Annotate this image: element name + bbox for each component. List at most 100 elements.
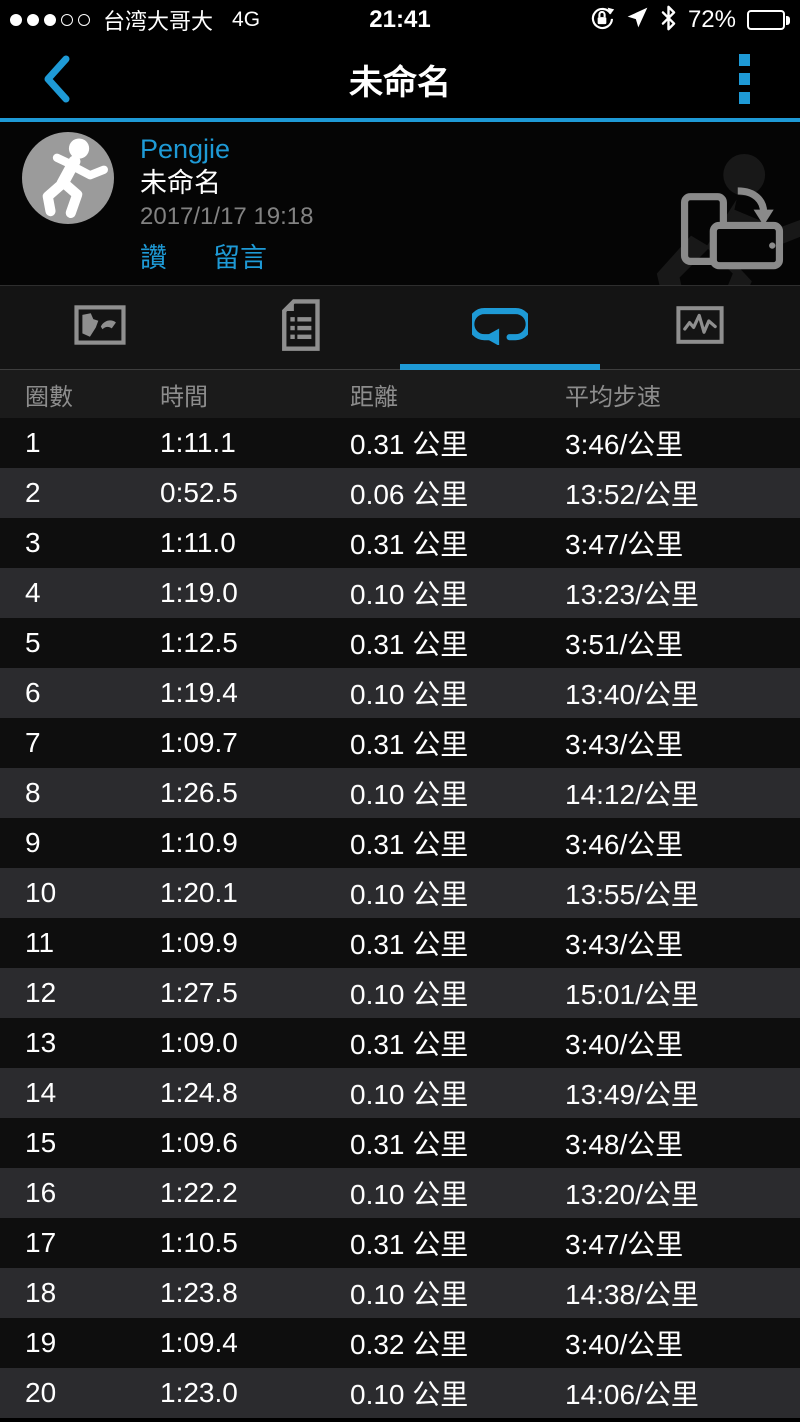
tab-map[interactable] <box>0 286 200 369</box>
lap-number: 6 <box>25 677 41 708</box>
chart-icon <box>676 305 724 350</box>
overflow-menu-button[interactable] <box>739 54 750 104</box>
lap-number: 16 <box>25 1177 57 1208</box>
lap-number: 7 <box>25 727 41 758</box>
lap-time: 1:26.5 <box>160 777 238 808</box>
lap-distance: 0.10 公里 <box>350 779 469 810</box>
table-row[interactable]: 19 1:09.4 0.32 公里 3:40/公里 <box>0 1318 800 1368</box>
lap-time: 1:10.9 <box>160 827 238 858</box>
lap-distance: 0.31 公里 <box>350 729 469 760</box>
lap-distance: 0.31 公里 <box>350 629 469 660</box>
table-row[interactable]: 7 1:09.7 0.31 公里 3:43/公里 <box>0 718 800 768</box>
col-header-laps: 圈數 <box>25 383 73 411</box>
tab-charts[interactable] <box>600 286 800 369</box>
back-button[interactable] <box>42 54 72 104</box>
lap-number: 12 <box>25 977 57 1008</box>
lap-time: 1:23.8 <box>160 1277 238 1308</box>
tab-details[interactable] <box>200 286 400 369</box>
lap-pace: 13:23/公里 <box>565 579 699 610</box>
lap-distance: 0.10 公里 <box>350 879 469 910</box>
lap-time: 1:09.9 <box>160 927 238 958</box>
rotate-device-icon[interactable] <box>680 178 784 275</box>
lap-time: 1:11.1 <box>160 427 236 458</box>
lap-pace: 3:46/公里 <box>565 429 684 460</box>
orientation-lock-icon <box>589 5 615 36</box>
table-row[interactable]: 12 1:27.5 0.10 公里 15:01/公里 <box>0 968 800 1018</box>
table-row[interactable]: 20 1:23.0 0.10 公里 14:06/公里 <box>0 1368 800 1418</box>
lap-distance: 0.10 公里 <box>350 979 469 1010</box>
like-button[interactable]: 讚 <box>140 243 167 273</box>
lap-time: 0:52.5 <box>160 477 238 508</box>
avatar[interactable] <box>22 132 114 224</box>
lap-pace: 15:01/公里 <box>565 979 699 1010</box>
tab-laps[interactable] <box>400 286 600 369</box>
table-row[interactable]: 9 1:10.9 0.31 公里 3:46/公里 <box>0 818 800 868</box>
table-row[interactable]: 18 1:23.8 0.10 公里 14:38/公里 <box>0 1268 800 1318</box>
lap-distance: 0.32 公里 <box>350 1329 469 1360</box>
table-row[interactable]: 15 1:09.6 0.31 公里 3:48/公里 <box>0 1118 800 1168</box>
table-row[interactable]: 14 1:24.8 0.10 公里 13:49/公里 <box>0 1068 800 1118</box>
lap-distance: 0.31 公里 <box>350 829 469 860</box>
table-row[interactable]: 11 1:09.9 0.31 公里 3:43/公里 <box>0 918 800 968</box>
table-row[interactable]: 6 1:19.4 0.10 公里 13:40/公里 <box>0 668 800 718</box>
status-clock: 21:41 <box>369 6 431 33</box>
table-row[interactable]: 13 1:09.0 0.31 公里 3:40/公里 <box>0 1018 800 1068</box>
table-row[interactable]: 16 1:22.2 0.10 公里 13:20/公里 <box>0 1168 800 1218</box>
lap-number: 10 <box>25 877 57 908</box>
lap-number: 20 <box>25 1377 57 1408</box>
lap-pace: 13:55/公里 <box>565 879 699 910</box>
lap-time: 1:22.2 <box>160 1177 238 1208</box>
location-services-icon <box>626 6 649 34</box>
page-title: 未命名 <box>349 63 451 102</box>
comment-button[interactable]: 留言 <box>213 243 267 273</box>
lap-time: 1:23.0 <box>160 1377 238 1408</box>
battery-icon <box>747 10 790 30</box>
lap-pace: 14:06/公里 <box>565 1379 699 1410</box>
lap-distance: 0.31 公里 <box>350 1229 469 1260</box>
nav-bar: 未命名 <box>0 40 800 122</box>
laps-loop-icon <box>468 305 532 350</box>
lap-pace: 14:12/公里 <box>565 779 699 810</box>
signal-strength-dots <box>10 14 90 26</box>
lap-distance: 0.10 公里 <box>350 1379 469 1410</box>
lap-distance: 0.10 公里 <box>350 1179 469 1210</box>
user-name-link[interactable]: Pengjie <box>140 134 231 164</box>
battery-percent-label: 72% <box>687 6 736 33</box>
lap-distance: 0.31 公里 <box>350 929 469 960</box>
table-row[interactable]: 3 1:11.0 0.31 公里 3:47/公里 <box>0 518 800 568</box>
lap-distance: 0.31 公里 <box>350 529 469 560</box>
table-row[interactable]: 8 1:26.5 0.10 公里 14:12/公里 <box>0 768 800 818</box>
lap-pace: 14:38/公里 <box>565 1279 699 1310</box>
lap-time: 1:09.4 <box>160 1327 238 1358</box>
table-row[interactable]: 2 0:52.5 0.06 公里 13:52/公里 <box>0 468 800 518</box>
table-header-row: 圈數 時間 距離 平均步速 <box>0 370 800 418</box>
lap-time: 1:09.6 <box>160 1127 238 1158</box>
table-row[interactable]: 17 1:10.5 0.31 公里 3:47/公里 <box>0 1218 800 1268</box>
lap-pace: 3:40/公里 <box>565 1029 684 1060</box>
lap-number: 11 <box>25 927 55 958</box>
lap-time: 1:11.0 <box>160 527 236 558</box>
lap-distance: 0.31 公里 <box>350 1129 469 1160</box>
map-icon <box>74 304 126 351</box>
lap-number: 13 <box>25 1027 57 1058</box>
lap-number: 14 <box>25 1077 57 1108</box>
lap-number: 18 <box>25 1277 57 1308</box>
lap-number: 1 <box>25 427 41 458</box>
lap-pace: 3:48/公里 <box>565 1129 684 1160</box>
lap-time: 1:19.4 <box>160 677 238 708</box>
col-header-distance: 距離 <box>350 383 398 411</box>
lap-pace: 3:47/公里 <box>565 1229 684 1260</box>
lap-number: 3 <box>25 527 41 558</box>
lap-time: 1:24.8 <box>160 1077 238 1108</box>
table-row[interactable]: 10 1:20.1 0.10 公里 13:55/公里 <box>0 868 800 918</box>
lap-number: 9 <box>25 827 41 858</box>
carrier-name: 台湾大哥大 <box>103 9 214 34</box>
table-row[interactable]: 4 1:19.0 0.10 公里 13:23/公里 <box>0 568 800 618</box>
table-row[interactable]: 1 1:11.1 0.31 公里 3:46/公里 <box>0 418 800 468</box>
network-type: 4G <box>232 8 261 31</box>
lap-number: 15 <box>25 1127 57 1158</box>
lap-distance: 0.10 公里 <box>350 579 469 610</box>
lap-distance: 0.31 公里 <box>350 1029 469 1060</box>
table-row[interactable]: 5 1:12.5 0.31 公里 3:51/公里 <box>0 618 800 668</box>
lap-pace: 3:43/公里 <box>565 729 684 760</box>
